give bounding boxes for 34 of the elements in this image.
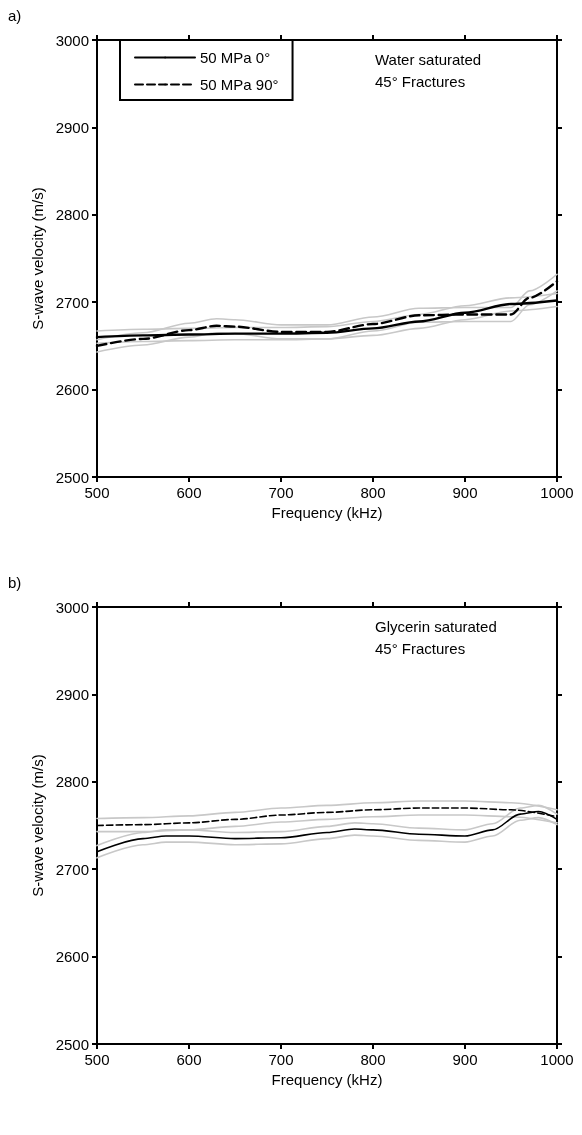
y-tick-label: 2500 xyxy=(55,468,89,486)
y-tick-label: 2700 xyxy=(55,860,89,878)
y-tick-label: 2600 xyxy=(55,381,89,399)
chart-title: b) xyxy=(8,574,22,591)
y-tick-label: 2700 xyxy=(55,293,89,311)
x-tick-label: 1000 xyxy=(540,484,574,501)
x-tick-label: 900 xyxy=(452,484,478,501)
y-tick-label: 2600 xyxy=(55,948,89,966)
y-tick-label: 2500 xyxy=(55,1035,89,1053)
annotation: Water saturated 45° Fractures xyxy=(375,50,482,90)
x-tick-label: 700 xyxy=(268,484,294,501)
y-axis-title: S-wave velocity (m/s) xyxy=(28,754,46,897)
y-tick-label: 2800 xyxy=(55,206,89,224)
x-tick-label: 500 xyxy=(84,484,110,501)
x-tick-label: 600 xyxy=(176,1051,202,1068)
y-tick-label: 3000 xyxy=(55,598,89,616)
x-axis-title: Frequency (kHz) xyxy=(271,503,383,521)
annotation: Glycerin saturated 45° Fractures xyxy=(375,617,497,657)
x-tick-label: 900 xyxy=(452,1051,478,1068)
y-tick-label: 2900 xyxy=(55,685,89,703)
chart-title: a) xyxy=(8,7,22,24)
x-tick-label: 700 xyxy=(268,1051,294,1068)
x-tick-label: 1000 xyxy=(540,1051,574,1068)
x-tick-label: 500 xyxy=(84,1051,110,1068)
y-tick-label: 2900 xyxy=(55,118,89,136)
legend-label: 50 MPa 0° xyxy=(200,49,271,66)
x-tick-label: 800 xyxy=(360,1051,386,1068)
x-axis-title: Frequency (kHz) xyxy=(271,1070,383,1088)
legend-label: 50 MPa 90° xyxy=(200,76,279,93)
y-axis-title: S-wave velocity (m/s) xyxy=(28,187,46,330)
x-tick-label: 600 xyxy=(176,484,202,501)
y-tick-label: 2800 xyxy=(55,773,89,791)
y-tick-label: 3000 xyxy=(55,31,89,49)
x-tick-label: 800 xyxy=(360,484,386,501)
